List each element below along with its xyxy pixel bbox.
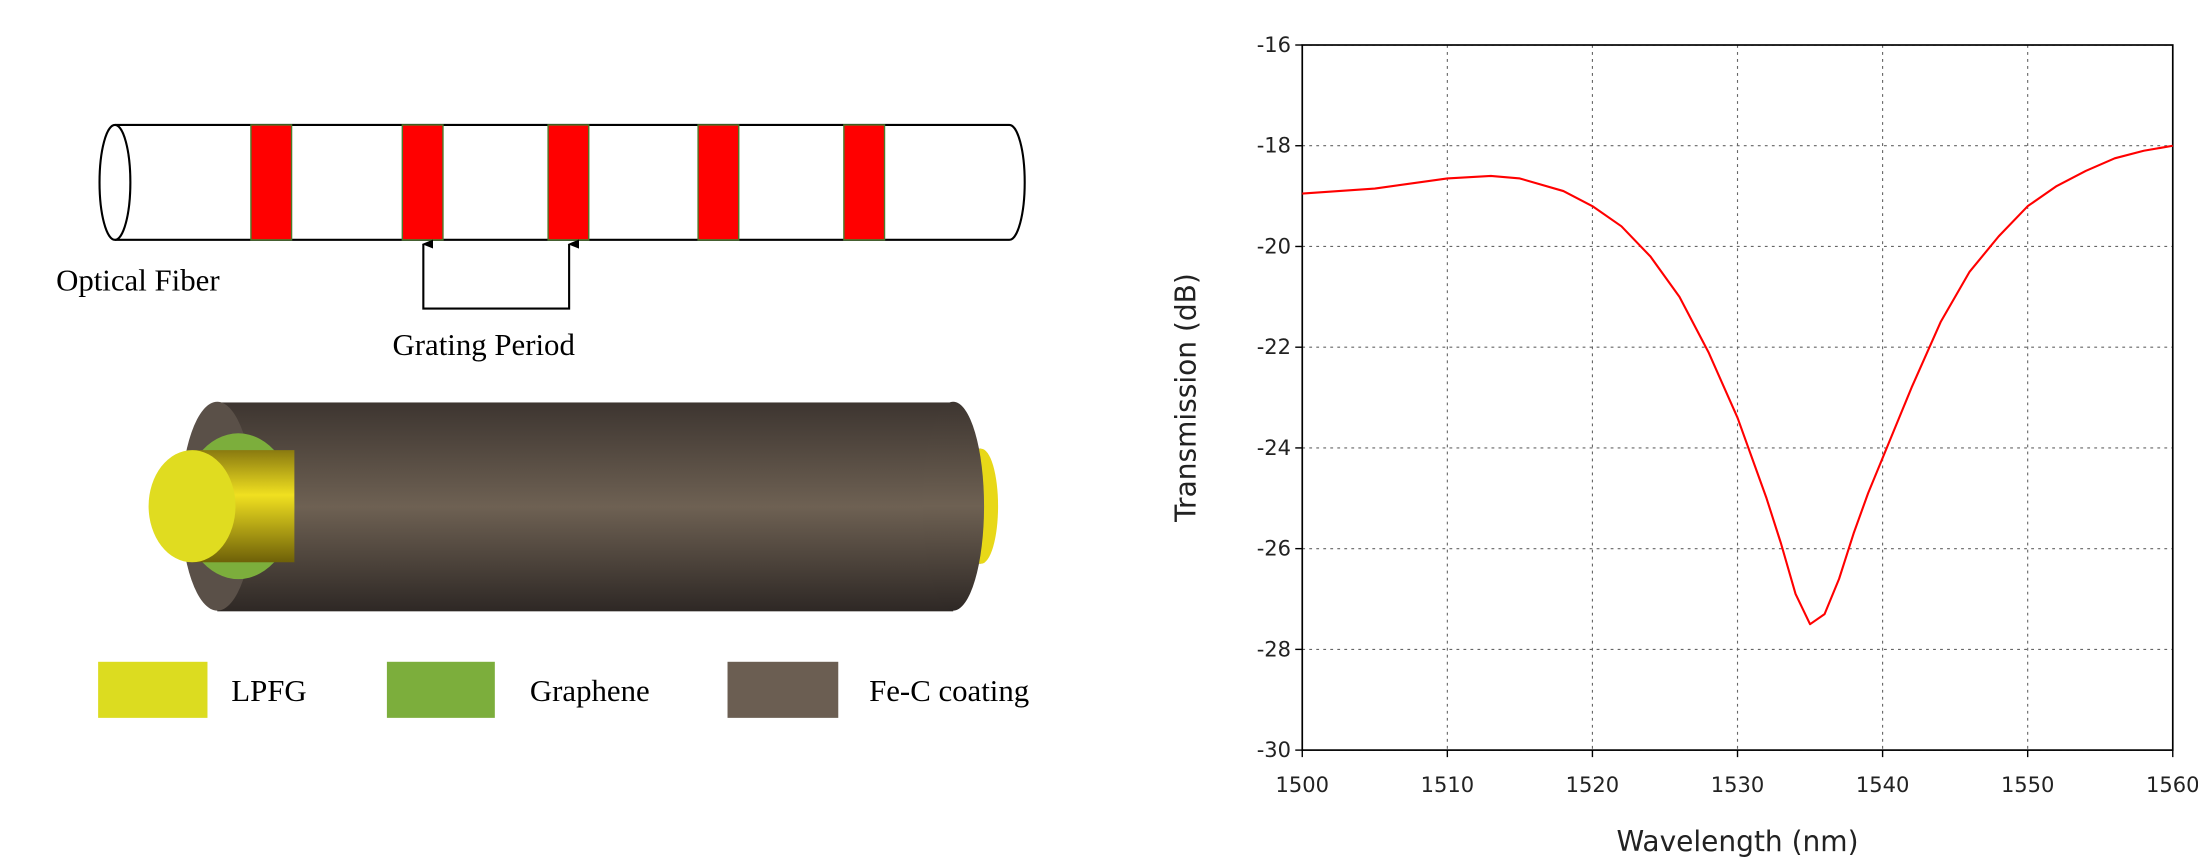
x-tick-label: 1540 (1856, 772, 1909, 797)
y-tick-label: -22 (1257, 334, 1291, 359)
legend-label: Graphene (530, 674, 650, 708)
grating-band (843, 124, 886, 241)
x-tick-label: 1550 (2001, 772, 2054, 797)
x-tick-label: 1510 (1421, 772, 1474, 797)
fiber-diagram (98, 123, 1026, 310)
fiber-end (98, 123, 132, 241)
y-tick-label: -28 (1257, 636, 1291, 661)
legend-label: LPFG (231, 674, 306, 708)
grating-band (697, 124, 740, 241)
y-tick-label: -16 (1257, 32, 1291, 57)
data-line (1302, 144, 2173, 626)
y-tick-label: -30 (1257, 737, 1291, 762)
legend-swatch (98, 661, 208, 718)
x-tick-label: 1530 (1711, 772, 1764, 797)
y-tick-label: -18 (1257, 133, 1291, 158)
x-tick-label: 1520 (1566, 772, 1619, 797)
grating-band (547, 124, 590, 241)
y-tick-label: -26 (1257, 536, 1291, 561)
x-tick-label: 1500 (1276, 772, 1329, 797)
legend-label: Fe-C coating (869, 674, 1029, 708)
y-axis-label: Transmission (dB) (1170, 273, 1203, 523)
x-axis-label: Wavelength (nm) (1617, 825, 1859, 858)
chart: -30 -28 -26 -24 -22 -20 -18 -16 1500 1510 1520 1530… (1170, 32, 2198, 858)
core-face (148, 450, 236, 563)
y-tick-label: -24 (1257, 435, 1291, 460)
coated-fiber (148, 401, 999, 612)
grating-band (401, 124, 444, 241)
x-tick-label: 1560 (2146, 772, 2198, 797)
coating-end (922, 401, 985, 611)
legend-swatch (386, 661, 495, 718)
period-label: Grating Period (393, 328, 576, 362)
y-tick-label: -20 (1257, 233, 1291, 258)
legend-swatch (727, 661, 839, 718)
grating-band (250, 124, 293, 241)
fiber-label: Optical Fiber (56, 263, 220, 297)
coating-body (217, 402, 954, 612)
plot-frame (1301, 44, 2174, 751)
period-arrow (423, 244, 569, 310)
